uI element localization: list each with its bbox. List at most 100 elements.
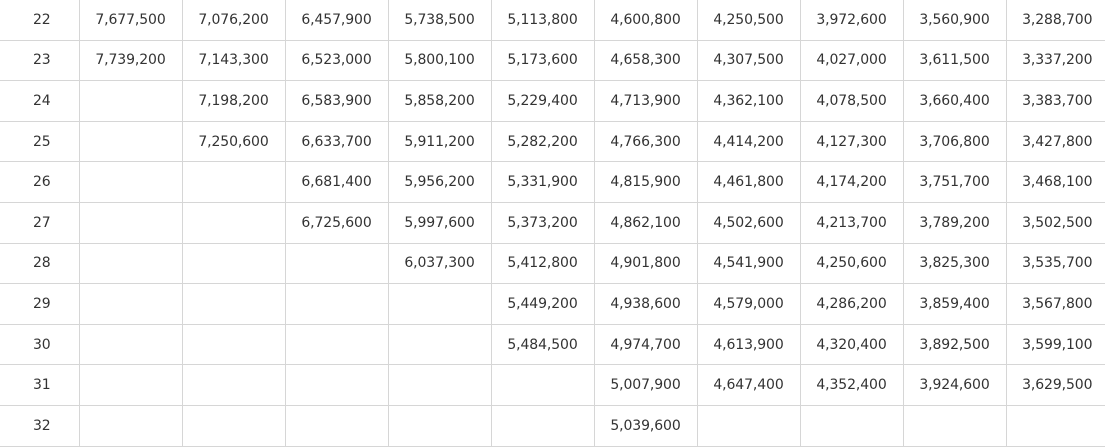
table-cell: 5,282,200 (491, 121, 595, 163)
table-cell: 3,468,100 (1006, 161, 1105, 203)
table-cell (79, 80, 183, 122)
row-age-cell: 24 (0, 80, 80, 122)
table-cell: 6,037,300 (388, 243, 492, 285)
table-cell: 3,789,200 (903, 202, 1007, 244)
table-cell: 3,383,700 (1006, 80, 1105, 122)
table-cell (285, 405, 389, 447)
table-cell: 4,502,600 (697, 202, 801, 244)
row-age-cell: 23 (0, 40, 80, 82)
table-cell: 7,143,300 (182, 40, 286, 82)
table-row: 32 5,039,600 (0, 405, 1105, 447)
table-cell: 5,331,900 (491, 161, 595, 203)
table-cell (79, 243, 183, 285)
table-cell: 4,027,000 (800, 40, 904, 82)
table-cell: 5,039,600 (594, 405, 698, 447)
table-cell: 3,706,800 (903, 121, 1007, 163)
table-cell: 4,320,400 (800, 324, 904, 366)
table-cell (182, 161, 286, 203)
table-cell: 6,457,900 (285, 0, 389, 41)
table-cell (79, 405, 183, 447)
table-cell: 6,523,000 (285, 40, 389, 82)
row-age-cell: 26 (0, 161, 80, 203)
table-cell: 4,974,700 (594, 324, 698, 366)
table-cell: 3,560,900 (903, 0, 1007, 41)
table-row: 24 7,198,200 6,583,900 5,858,200 5,229,400 4,… (0, 80, 1105, 122)
table-cell: 4,286,200 (800, 283, 904, 325)
table-cell: 4,647,400 (697, 364, 801, 406)
table-row: 28 6,037,300 5,412,800 4,901,800 4,541,900 4,… (0, 243, 1105, 285)
table-cell (79, 202, 183, 244)
table-cell: 3,629,500 (1006, 364, 1105, 406)
table-cell: 4,250,500 (697, 0, 801, 41)
table-row: 27 6,725,600 5,997,600 5,373,200 4,862,100 4,… (0, 202, 1105, 244)
table-cell (79, 283, 183, 325)
table-row: 26 6,681,400 5,956,200 5,331,900 4,815,900 4,… (0, 161, 1105, 203)
table-cell: 5,373,200 (491, 202, 595, 244)
table-cell (1006, 405, 1105, 447)
table-cell: 5,956,200 (388, 161, 492, 203)
row-age-cell: 27 (0, 202, 80, 244)
table-cell (800, 405, 904, 447)
table-cell: 4,250,600 (800, 243, 904, 285)
table-cell: 3,825,300 (903, 243, 1007, 285)
table-row: 30 5,484,500 4,974,700 4,613,900 4,320,400 3,… (0, 324, 1105, 366)
table-cell (182, 364, 286, 406)
table-cell: 5,007,900 (594, 364, 698, 406)
table-cell (491, 405, 595, 447)
table-row: 23 7,739,200 7,143,300 6,523,000 5,800,100 5,… (0, 40, 1105, 82)
table-cell: 3,288,700 (1006, 0, 1105, 41)
table-cell: 7,198,200 (182, 80, 286, 122)
table-cell (491, 364, 595, 406)
table-cell: 5,113,800 (491, 0, 595, 41)
table-cell: 5,911,200 (388, 121, 492, 163)
table-cell (285, 243, 389, 285)
table-cell (79, 121, 183, 163)
table-cell: 5,412,800 (491, 243, 595, 285)
table-cell: 4,766,300 (594, 121, 698, 163)
table-cell: 3,972,600 (800, 0, 904, 41)
table-cell: 4,414,200 (697, 121, 801, 163)
table-cell: 4,901,800 (594, 243, 698, 285)
table-cell: 4,938,600 (594, 283, 698, 325)
table-cell: 3,427,800 (1006, 121, 1105, 163)
table-cell (182, 324, 286, 366)
table-cell (388, 405, 492, 447)
table-cell: 4,174,200 (800, 161, 904, 203)
table-cell: 7,677,500 (79, 0, 183, 41)
table-cell: 3,660,400 (903, 80, 1007, 122)
table-cell (285, 324, 389, 366)
table-cell: 3,859,400 (903, 283, 1007, 325)
table-cell: 3,611,500 (903, 40, 1007, 82)
table-row: 25 7,250,600 6,633,700 5,911,200 5,282,200 4,… (0, 121, 1105, 163)
table-row: 29 5,449,200 4,938,600 4,579,000 4,286,200 3,… (0, 283, 1105, 325)
table-cell: 3,567,800 (1006, 283, 1105, 325)
table-cell: 3,892,500 (903, 324, 1007, 366)
table-cell: 5,738,500 (388, 0, 492, 41)
table-cell: 6,583,900 (285, 80, 389, 122)
table-row: 31 5,007,900 4,647,400 4,352,400 3,924,600 3,… (0, 364, 1105, 406)
table-cell: 4,579,000 (697, 283, 801, 325)
table-cell: 4,127,300 (800, 121, 904, 163)
table-cell (182, 283, 286, 325)
table-cell: 4,600,800 (594, 0, 698, 41)
table-cell: 5,997,600 (388, 202, 492, 244)
row-age-cell: 29 (0, 283, 80, 325)
table-cell: 3,924,600 (903, 364, 1007, 406)
table-cell: 4,613,900 (697, 324, 801, 366)
table-cell (903, 405, 1007, 447)
row-age-cell: 31 (0, 364, 80, 406)
table-cell (285, 364, 389, 406)
table-cell (79, 161, 183, 203)
table-cell: 7,250,600 (182, 121, 286, 163)
table-cell: 5,229,400 (491, 80, 595, 122)
table-cell: 5,858,200 (388, 80, 492, 122)
table-cell: 4,362,100 (697, 80, 801, 122)
row-age-cell: 28 (0, 243, 80, 285)
table-cell: 5,173,600 (491, 40, 595, 82)
table-cell: 4,078,500 (800, 80, 904, 122)
table-cell: 4,862,100 (594, 202, 698, 244)
table-cell: 6,633,700 (285, 121, 389, 163)
table-cell: 5,484,500 (491, 324, 595, 366)
table-cell (182, 405, 286, 447)
